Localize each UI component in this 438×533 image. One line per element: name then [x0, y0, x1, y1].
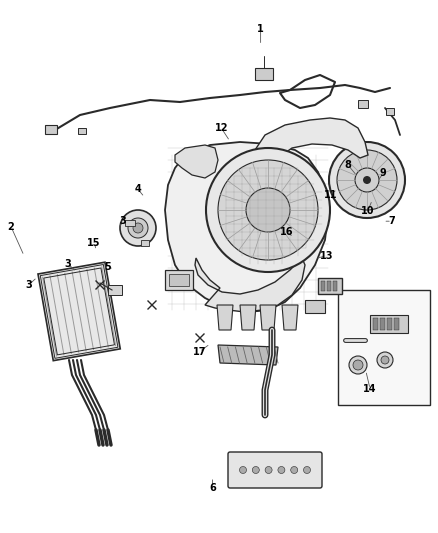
Bar	[358, 100, 368, 108]
Text: 3: 3	[25, 280, 32, 290]
Bar	[169, 274, 189, 286]
Text: 17: 17	[193, 347, 206, 357]
Circle shape	[252, 466, 259, 473]
Circle shape	[353, 360, 363, 370]
FancyBboxPatch shape	[228, 452, 322, 488]
Bar	[108, 285, 122, 295]
Text: 6: 6	[209, 483, 216, 492]
Polygon shape	[282, 305, 298, 330]
Polygon shape	[255, 118, 368, 168]
Bar	[386, 108, 394, 115]
Circle shape	[133, 223, 143, 233]
Text: 14: 14	[364, 384, 377, 394]
Text: 13: 13	[320, 251, 333, 261]
Text: 4: 4	[134, 184, 141, 194]
Text: 12: 12	[215, 123, 228, 133]
Bar	[141, 240, 149, 246]
Polygon shape	[165, 142, 328, 312]
Circle shape	[329, 142, 405, 218]
Circle shape	[240, 466, 247, 473]
Bar	[387, 318, 392, 330]
Polygon shape	[175, 145, 218, 178]
Text: 16: 16	[280, 227, 293, 237]
Bar	[318, 278, 342, 294]
Circle shape	[265, 466, 272, 473]
Text: 15: 15	[88, 238, 101, 247]
Bar	[338, 290, 430, 405]
Polygon shape	[218, 345, 278, 365]
Polygon shape	[217, 305, 233, 330]
Circle shape	[363, 176, 371, 184]
Bar	[255, 68, 273, 80]
Text: 3: 3	[64, 259, 71, 269]
Circle shape	[349, 356, 367, 374]
Text: 3: 3	[119, 216, 126, 226]
Circle shape	[206, 148, 330, 272]
Polygon shape	[195, 258, 305, 312]
Circle shape	[278, 466, 285, 473]
Text: 5: 5	[104, 262, 111, 271]
Bar	[305, 300, 325, 313]
Text: 10: 10	[361, 206, 374, 215]
Text: 8: 8	[345, 160, 352, 170]
Bar	[370, 315, 408, 333]
Polygon shape	[240, 305, 256, 330]
Circle shape	[128, 218, 148, 238]
Text: 9: 9	[380, 168, 387, 178]
Bar	[327, 281, 331, 291]
Circle shape	[291, 466, 298, 473]
Circle shape	[246, 188, 290, 232]
Bar	[373, 318, 378, 330]
Polygon shape	[38, 262, 120, 361]
Bar	[45, 125, 57, 134]
Circle shape	[337, 150, 397, 210]
Circle shape	[381, 356, 389, 364]
Bar	[78, 128, 86, 134]
Bar	[394, 318, 399, 330]
Bar	[380, 318, 385, 330]
Text: 7: 7	[389, 216, 396, 226]
Text: 2: 2	[7, 222, 14, 231]
Text: 1: 1	[257, 25, 264, 34]
Text: 11: 11	[324, 190, 337, 199]
Bar	[125, 220, 135, 226]
Circle shape	[377, 352, 393, 368]
Circle shape	[218, 160, 318, 260]
Bar	[321, 281, 325, 291]
Circle shape	[304, 466, 311, 473]
Polygon shape	[260, 305, 276, 330]
Circle shape	[120, 210, 156, 246]
Bar	[333, 281, 337, 291]
Bar	[165, 270, 193, 290]
